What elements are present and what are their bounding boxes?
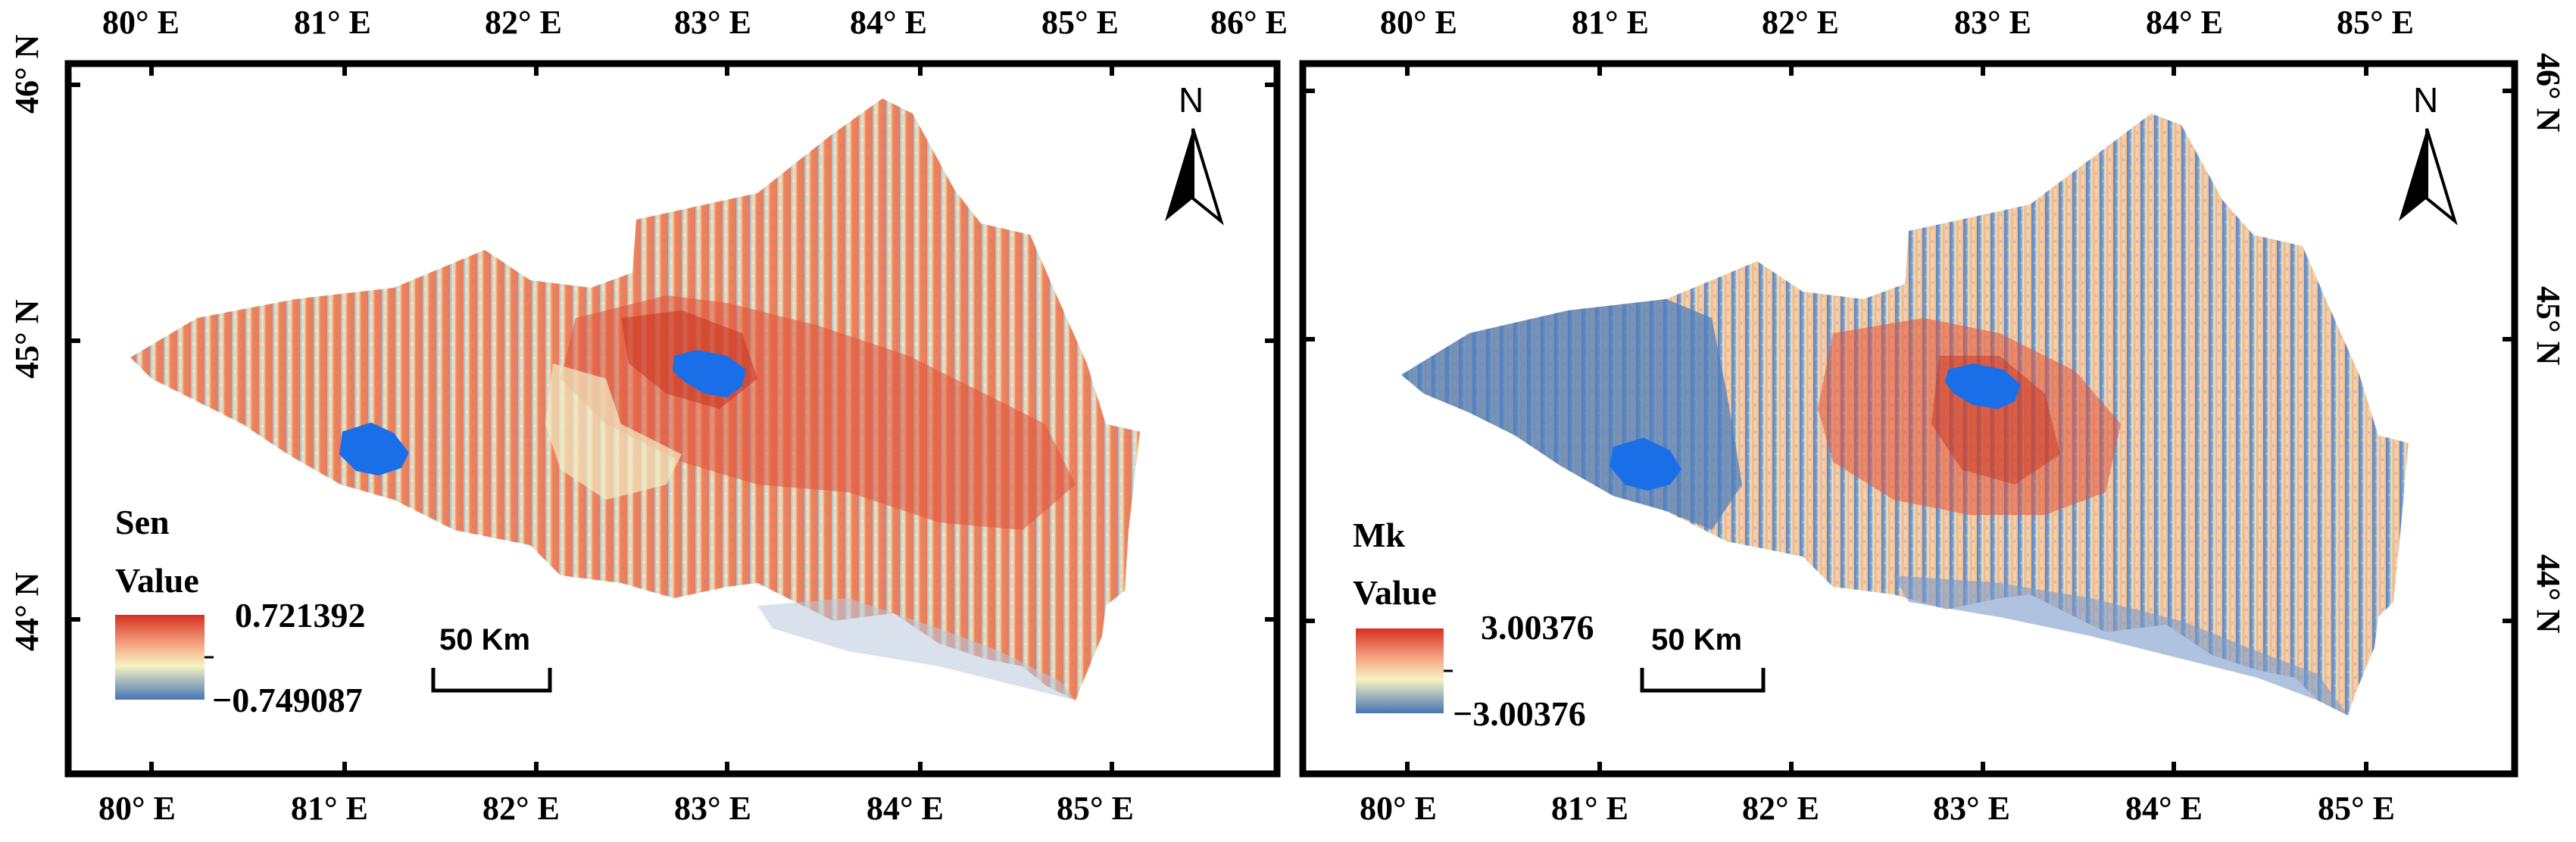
- bottom-lon-label: 81° E: [1551, 790, 1628, 827]
- top-lon-label: 86° E: [1210, 4, 1288, 41]
- lat-label: 44° N: [2530, 554, 2567, 634]
- low-trend-zone: [545, 363, 682, 500]
- negative-trend-zone: [1401, 299, 1742, 530]
- legend-colorbar: [115, 615, 205, 700]
- lat-label: 45° N: [8, 299, 45, 379]
- lake-water: [339, 423, 409, 476]
- scale-bar: 50 Km: [431, 623, 552, 693]
- north-label: N: [2413, 80, 2438, 120]
- legend-min-label: −0.749087: [212, 681, 363, 719]
- top-lon-label: 85° E: [2337, 4, 2414, 41]
- lake-water: [673, 350, 746, 398]
- bottom-lon-label: 85° E: [2318, 790, 2395, 827]
- frame-ticks: [68, 64, 1277, 774]
- bottom-lon-label: 83° E: [674, 790, 751, 827]
- map-frame: [64, 60, 1281, 778]
- top-lon-label: 80° E: [102, 4, 180, 41]
- legend-min-label: −3.00376: [1453, 694, 1586, 733]
- negative-trend-zone: [1894, 575, 2348, 716]
- top-lon-label: 82° E: [1762, 4, 1839, 41]
- legend: Mk Value 3.00376 −3.00376: [1353, 516, 1594, 733]
- legend-title: Sen: [115, 503, 170, 541]
- panel-sen: 80° E 81° E 82° E 83° E 84° E 85° E 86° …: [8, 4, 1288, 827]
- legend: Sen Value 0.721392 −0.749087: [115, 503, 366, 719]
- bottom-lon-label: 85° E: [1057, 790, 1134, 827]
- lake-water: [1945, 363, 2021, 409]
- legend-colorbar: [1356, 628, 1444, 713]
- map-frame: [1299, 60, 2518, 778]
- bottom-lon-label: 81° E: [291, 790, 368, 827]
- lat-label: 44° N: [8, 572, 45, 651]
- top-lon-label: 83° E: [1954, 4, 2031, 41]
- bottom-lon-label: 80° E: [98, 790, 176, 827]
- scale-label: 50 Km: [439, 623, 530, 656]
- top-lon-label: 81° E: [294, 4, 371, 41]
- legend-max-label: 3.00376: [1481, 608, 1594, 647]
- top-lon-label: 81° E: [1572, 4, 1649, 41]
- top-lon-label: 83° E: [674, 4, 751, 41]
- legend-subtitle: Value: [1353, 573, 1437, 612]
- scale-bar: 50 Km: [1640, 623, 1766, 693]
- north-arrow: N: [2399, 80, 2458, 226]
- top-lon-label: 82° E: [485, 4, 562, 41]
- bottom-lon-label: 84° E: [866, 790, 944, 827]
- lat-label: 46° N: [2530, 53, 2567, 133]
- legend-max-label: 0.721392: [235, 596, 366, 635]
- north-label: N: [1179, 80, 1204, 120]
- legend-subtitle: Value: [115, 561, 199, 600]
- low-trend-zone: [757, 598, 1076, 700]
- bottom-lon-label: 82° E: [1742, 790, 1819, 827]
- lat-label: 45° N: [2530, 286, 2567, 366]
- top-lon-label: 84° E: [850, 4, 927, 41]
- lake-water: [1610, 438, 1681, 491]
- frame-ticks: [1303, 64, 2515, 774]
- top-lon-label: 84° E: [2146, 4, 2223, 41]
- top-lon-label: 80° E: [1380, 4, 1457, 41]
- north-arrow: N: [1165, 80, 1224, 226]
- panel-mk: 80° E 81° E 82° E 83° E 84° E 85° E 46° …: [1299, 4, 2567, 827]
- legend-title: Mk: [1353, 516, 1405, 554]
- bottom-lon-label: 82° E: [482, 790, 560, 827]
- top-lon-label: 85° E: [1041, 4, 1119, 41]
- bottom-lon-label: 84° E: [2125, 790, 2203, 827]
- lat-label: 46° N: [8, 34, 45, 114]
- scale-label: 50 Km: [1651, 623, 1742, 656]
- bottom-lon-label: 80° E: [1360, 790, 1437, 827]
- bottom-lon-label: 83° E: [1933, 790, 2010, 827]
